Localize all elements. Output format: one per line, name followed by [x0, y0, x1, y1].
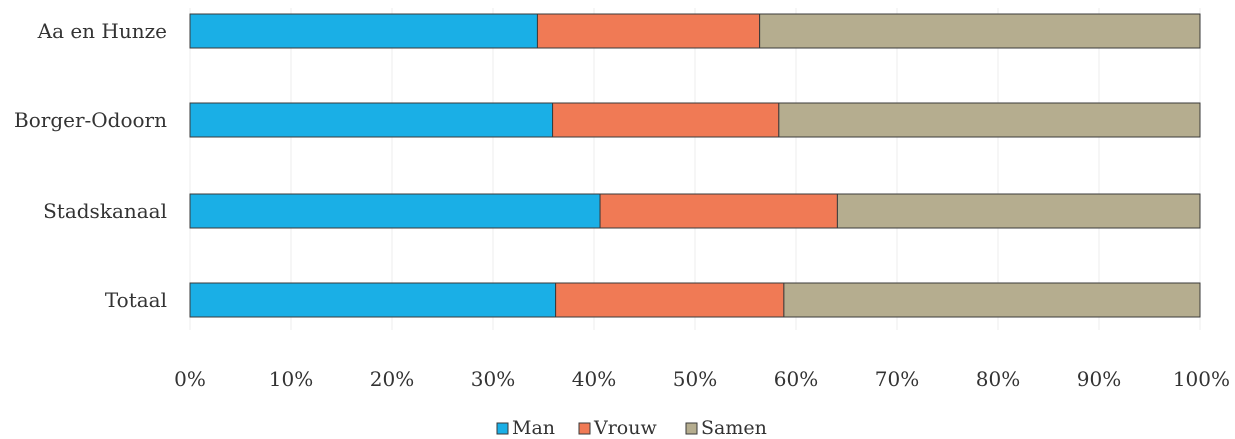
x-tick-label: 10%: [269, 367, 313, 391]
bar-segment-samen-1: [778, 102, 1201, 138]
bar-segment-samen-0: [759, 13, 1201, 49]
legend-label-vrouw: Vrouw: [593, 417, 657, 439]
x-tick-label: 40%: [572, 367, 616, 391]
legend-swatch-man: [496, 422, 509, 435]
x-tick-label: 90%: [1077, 367, 1121, 391]
bar-segment-vrouw-0: [536, 13, 761, 49]
category-label: Stadskanaal: [43, 199, 167, 223]
bar-segment-vrouw-1: [552, 102, 780, 138]
category-label: Totaal: [105, 288, 167, 312]
x-tick-label: 60%: [774, 367, 818, 391]
x-axis-tick-labels: 0% 10% 20% 30% 40% 50% 60% 70% 80% 90% 100%: [174, 367, 1230, 391]
category-label: Borger-Odoorn: [14, 108, 167, 132]
category-label: Aa en Hunze: [37, 19, 167, 43]
x-tick-label: 0%: [174, 367, 206, 391]
x-tick-label: 80%: [976, 367, 1020, 391]
legend-label-samen: Samen: [701, 417, 767, 439]
bar-segment-samen-3: [783, 282, 1201, 318]
x-tick-label: 50%: [673, 367, 717, 391]
x-tick-label: 100%: [1173, 367, 1230, 391]
legend-label-man: Man: [512, 417, 555, 439]
legend-swatch-samen: [685, 422, 698, 435]
bar-segment-man-1: [189, 102, 554, 138]
bars: [189, 13, 1201, 318]
x-tick-label: 20%: [370, 367, 414, 391]
x-tick-label: 30%: [471, 367, 515, 391]
legend: Man Vrouw Samen: [496, 417, 767, 439]
bar-segment-vrouw-2: [599, 193, 838, 229]
bar-segment-vrouw-3: [555, 282, 785, 318]
x-tick-label: 70%: [875, 367, 919, 391]
bar-segment-man-2: [189, 193, 601, 229]
bar-segment-man-3: [189, 282, 557, 318]
category-labels: Aa en Hunze Borger-Odoorn Stadskanaal Totaa…: [14, 19, 167, 312]
gridlines: [189, 8, 1201, 330]
legend-swatch-vrouw: [578, 422, 591, 435]
bar-segment-samen-2: [836, 193, 1201, 229]
bar-segment-man-0: [189, 13, 538, 49]
